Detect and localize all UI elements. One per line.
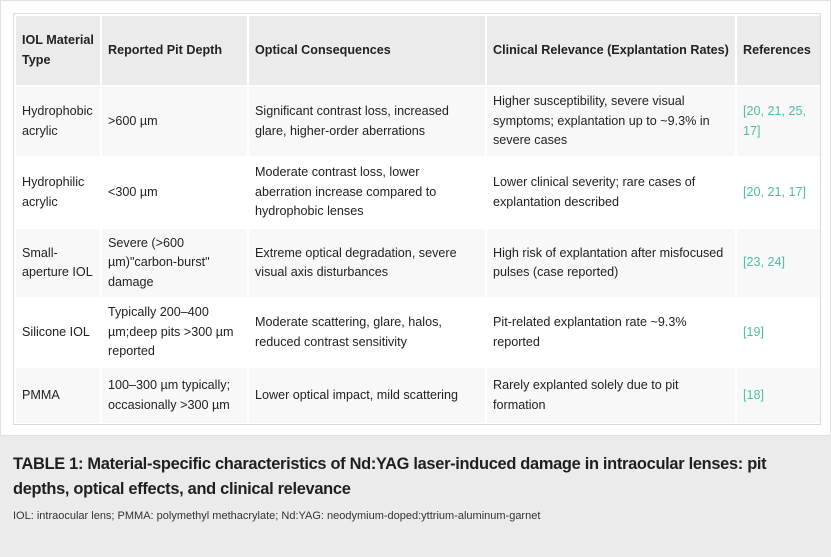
cell-pit-depth: 100–300 µm typically; occasionally >300 … (102, 368, 247, 423)
header-optical: Optical Consequences (249, 16, 485, 85)
header-row: IOL Material Type Reported Pit Depth Opt… (16, 16, 820, 85)
cell-references[interactable]: [19] (737, 299, 820, 366)
table-row: Small-aperture IOL Severe (>600 µm)"carbo… (16, 229, 820, 297)
header-pit-depth: Reported Pit Depth (102, 16, 247, 85)
data-table: IOL Material Type Reported Pit Depth Opt… (14, 14, 822, 425)
table-container: IOL Material Type Reported Pit Depth Opt… (13, 13, 821, 425)
cell-material: Hydrophobic acrylic (16, 87, 100, 156)
cell-pit-depth: <300 µm (102, 158, 247, 227)
cell-pit-depth: Typically 200–400 µm;deep pits >300 µm r… (102, 299, 247, 366)
cell-optical: Lower optical impact, mild scattering (249, 368, 485, 423)
cell-clinical: Rarely explanted solely due to pit forma… (487, 368, 735, 423)
table-caption: TABLE 1: Material-specific characteristi… (13, 452, 823, 522)
cell-material: Hydrophilic acrylic (16, 158, 100, 227)
cell-references[interactable]: [20, 21, 17] (737, 158, 820, 227)
header-clinical: Clinical Relevance (Explantation Rates) (487, 16, 735, 85)
cell-optical: Significant contrast loss, increased gla… (249, 87, 485, 156)
caption-note: IOL: intraocular lens; PMMA: polymethyl … (13, 510, 541, 522)
table-row: PMMA 100–300 µm typically; occasionally >… (16, 368, 820, 423)
cell-references[interactable]: [20, 21, 25, 17] (737, 87, 820, 156)
header-references: References (737, 16, 820, 85)
table-card: IOL Material Type Reported Pit Depth Opt… (0, 0, 831, 436)
cell-clinical: High risk of explantation after misfocus… (487, 229, 735, 297)
cell-material: PMMA (16, 368, 100, 423)
cell-clinical: Lower clinical severity; rare cases of e… (487, 158, 735, 227)
cell-clinical: Pit-related explantation rate ~9.3% repo… (487, 299, 735, 366)
table-row: Hydrophilic acrylic <300 µm Moderate contr… (16, 158, 820, 227)
cell-optical: Moderate scattering, glare, halos, reduc… (249, 299, 485, 366)
cell-optical: Moderate contrast loss, lower aberration… (249, 158, 485, 227)
cell-material: Silicone IOL (16, 299, 100, 366)
cell-references[interactable]: [23, 24] (737, 229, 820, 297)
cell-pit-depth: >600 µm (102, 87, 247, 156)
cell-optical: Extreme optical degradation, severe visu… (249, 229, 485, 297)
table-row: Hydrophobic acrylic >600 µm Significant co… (16, 87, 820, 156)
table-row: Silicone IOL Typically 200–400 µm;deep pi… (16, 299, 820, 366)
caption-title: TABLE 1: Material-specific characteristi… (13, 455, 767, 498)
cell-pit-depth: Severe (>600 µm)"carbon-burst" damage (102, 229, 247, 297)
cell-references[interactable]: [18] (737, 368, 820, 423)
cell-clinical: Higher susceptibility, severe visual sym… (487, 87, 735, 156)
header-material: IOL Material Type (16, 16, 100, 85)
cell-material: Small-aperture IOL (16, 229, 100, 297)
